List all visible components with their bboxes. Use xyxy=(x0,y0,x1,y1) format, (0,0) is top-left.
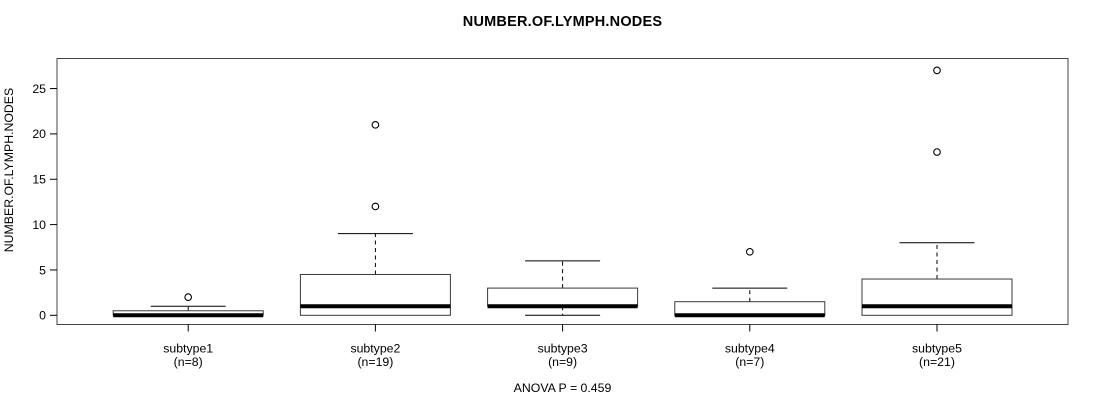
chart-title: NUMBER.OF.LYMPH.NODES xyxy=(462,14,663,30)
category-label: subtype1 xyxy=(163,342,213,356)
y-tick-label: 10 xyxy=(32,218,46,232)
outlier-point xyxy=(184,293,193,302)
iqr-box-subtype2 xyxy=(299,273,451,316)
category-n-label: (n=19) xyxy=(357,355,393,369)
iqr-box-subtype4 xyxy=(674,301,826,316)
iqr-box-subtype5 xyxy=(861,278,1013,316)
y-tick-label: 20 xyxy=(32,127,46,141)
y-tick-label: 0 xyxy=(39,309,46,323)
anova-annotation: ANOVA P = 0.459 xyxy=(513,381,612,395)
category-label: subtype2 xyxy=(350,342,400,356)
category-label: subtype3 xyxy=(538,342,588,356)
category-label: subtype4 xyxy=(725,342,775,356)
outlier-point xyxy=(745,247,754,256)
y-tick-label: 25 xyxy=(32,82,46,96)
outlier-point xyxy=(933,66,941,75)
outlier-point xyxy=(371,202,380,211)
category-n-label: (n=21) xyxy=(919,355,955,369)
outlier-point xyxy=(933,148,941,156)
y-tick-label: 5 xyxy=(39,263,46,277)
outlier-point xyxy=(371,120,380,129)
iqr-box-subtype3 xyxy=(487,287,639,307)
category-n-label: (n=8) xyxy=(174,355,203,369)
y-tick-label: 15 xyxy=(32,173,46,187)
category-n-label: (n=7) xyxy=(735,355,764,369)
category-label: subtype5 xyxy=(912,342,962,356)
category-n-label: (n=9) xyxy=(548,355,577,369)
